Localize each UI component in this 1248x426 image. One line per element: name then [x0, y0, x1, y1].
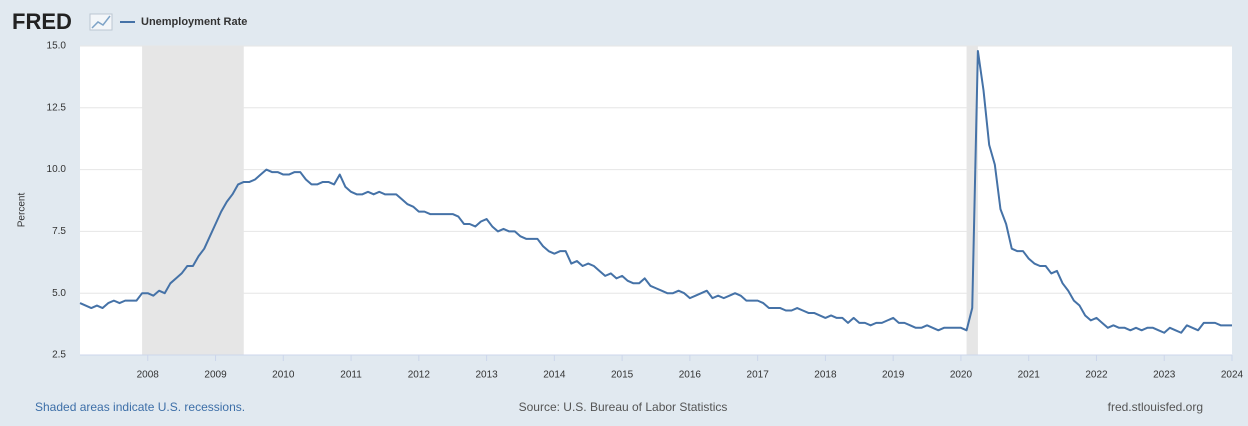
x-tick-label: 2022 — [1085, 370, 1108, 381]
x-tick-label: 2009 — [204, 370, 227, 381]
source: Source: U.S. Bureau of Labor Statistics — [519, 400, 728, 414]
x-tick-label: 2018 — [814, 370, 837, 381]
plot-area — [80, 46, 1232, 355]
recession-band — [966, 46, 978, 355]
x-tick-label: 2019 — [882, 370, 905, 381]
x-tick-label: 2012 — [408, 370, 431, 381]
y-tick-label: 15.0 — [47, 41, 67, 52]
x-tick-label: 2021 — [1018, 370, 1041, 381]
y-tick-label: 10.0 — [47, 164, 67, 175]
x-tick-label: 2011 — [340, 370, 362, 381]
y-tick-label: 12.5 — [47, 102, 67, 113]
x-tick-label: 2014 — [543, 370, 566, 381]
x-tick-label: 2020 — [950, 370, 973, 381]
logo-icon — [89, 13, 113, 31]
x-tick-label: 2008 — [137, 370, 160, 381]
x-tick-label: 2017 — [747, 370, 770, 381]
recession-note: Shaded areas indicate U.S. recessions. — [35, 400, 245, 414]
x-tick-label: 2023 — [1153, 370, 1176, 381]
site: fred.stlouisfed.org — [1108, 400, 1203, 414]
legend-label: Unemployment Rate — [141, 16, 247, 28]
x-tick-label: 2010 — [272, 370, 295, 381]
y-tick-label: 5.0 — [52, 288, 66, 299]
x-tick-label: 2013 — [475, 370, 498, 381]
x-tick-label: 2015 — [611, 370, 634, 381]
series-line — [79, 49, 1232, 334]
x-tick-label: 2024 — [1221, 370, 1244, 381]
y-tick-label: 7.5 — [52, 226, 66, 237]
y-tick-label: 2.5 — [52, 350, 66, 361]
x-tick-label: 2016 — [679, 370, 702, 381]
y-axis-label: Percent — [17, 193, 28, 228]
logo: FRED — [12, 9, 72, 34]
